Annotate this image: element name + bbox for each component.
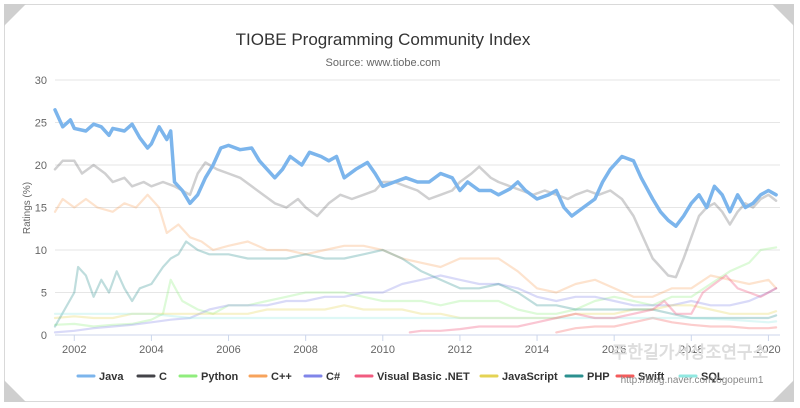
x-tick-label-2014: 2014 xyxy=(525,344,549,356)
series-line-python[interactable] xyxy=(53,246,778,328)
legend-item-c[interactable]: C xyxy=(136,371,167,383)
x-tick-label-2008: 2008 xyxy=(293,344,317,356)
legend-item-c[interactable]: C# xyxy=(303,371,340,383)
frame-corner-bottom-left xyxy=(4,380,26,402)
x-tick-label-2012: 2012 xyxy=(448,344,472,356)
watermark-url: http://blog.naver.com/ogopeum1 xyxy=(621,375,764,386)
series-line-c[interactable] xyxy=(53,159,778,279)
legend-item-java[interactable]: Java xyxy=(76,371,124,383)
series-line-visual-basic-net[interactable] xyxy=(408,274,778,334)
y-tick-label-10: 10 xyxy=(35,245,47,257)
chart-frame xyxy=(4,4,794,402)
legend-label-swift: Swift xyxy=(638,371,665,383)
x-tick-label-2018: 2018 xyxy=(679,344,703,356)
frame-corner-top-right xyxy=(772,4,794,26)
legend-label-c: C# xyxy=(326,371,340,383)
series-line-sql[interactable] xyxy=(53,312,778,324)
y-tick-label-0: 0 xyxy=(41,330,47,342)
legend-label-php: PHP xyxy=(587,371,610,383)
x-tick-label-2020: 2020 xyxy=(756,344,780,356)
series-line-java[interactable] xyxy=(53,108,778,228)
legend-item-visual-basic-net[interactable]: Visual Basic .NET xyxy=(354,371,470,383)
legend-item-c[interactable]: C++ xyxy=(248,371,292,383)
y-tick-label-5: 5 xyxy=(41,288,47,300)
frame-corner-bottom-right xyxy=(772,380,794,402)
legend-item-javascript[interactable]: JavaScript xyxy=(479,371,558,383)
legend-item-python[interactable]: Python xyxy=(178,371,239,383)
series-line-javascript[interactable] xyxy=(53,304,778,320)
series-line-php[interactable] xyxy=(53,240,778,328)
legend-label-java: Java xyxy=(99,371,124,383)
legend-item-swift[interactable]: Swift xyxy=(615,371,665,383)
series-line-c[interactable] xyxy=(53,274,778,334)
legend-label-visual-basic-net: Visual Basic .NET xyxy=(377,371,470,383)
legend-label-c: C++ xyxy=(271,371,292,383)
chart-subtitle: Source: www.tiobe.com xyxy=(326,57,441,69)
watermark-text: 주한길가서상조연구소 xyxy=(612,343,769,362)
legend-label-javascript: JavaScript xyxy=(502,371,558,383)
y-tick-label-20: 20 xyxy=(35,160,47,172)
frame-corner-top-left xyxy=(4,4,26,26)
x-tick-label-2004: 2004 xyxy=(139,344,163,356)
x-tick-label-2010: 2010 xyxy=(371,344,395,356)
y-axis-label: Ratings (%) xyxy=(22,182,33,234)
legend-item-sql[interactable]: SQL xyxy=(678,371,724,383)
series-line-swift[interactable] xyxy=(555,316,778,334)
x-tick-label-2016: 2016 xyxy=(602,344,626,356)
y-tick-label-30: 30 xyxy=(35,75,47,87)
legend-label-python: Python xyxy=(201,371,239,383)
legend-label-sql: SQL xyxy=(701,371,724,383)
x-tick-label-2002: 2002 xyxy=(62,344,86,356)
chart-title: TIOBE Programming Community Index xyxy=(236,30,531,49)
y-tick-label-25: 25 xyxy=(35,118,47,130)
y-tick-label-15: 15 xyxy=(35,203,47,215)
x-tick-label-2006: 2006 xyxy=(216,344,240,356)
legend-label-c: C xyxy=(159,371,167,383)
series-line-c[interactable] xyxy=(53,193,778,298)
legend-item-php[interactable]: PHP xyxy=(564,371,610,383)
